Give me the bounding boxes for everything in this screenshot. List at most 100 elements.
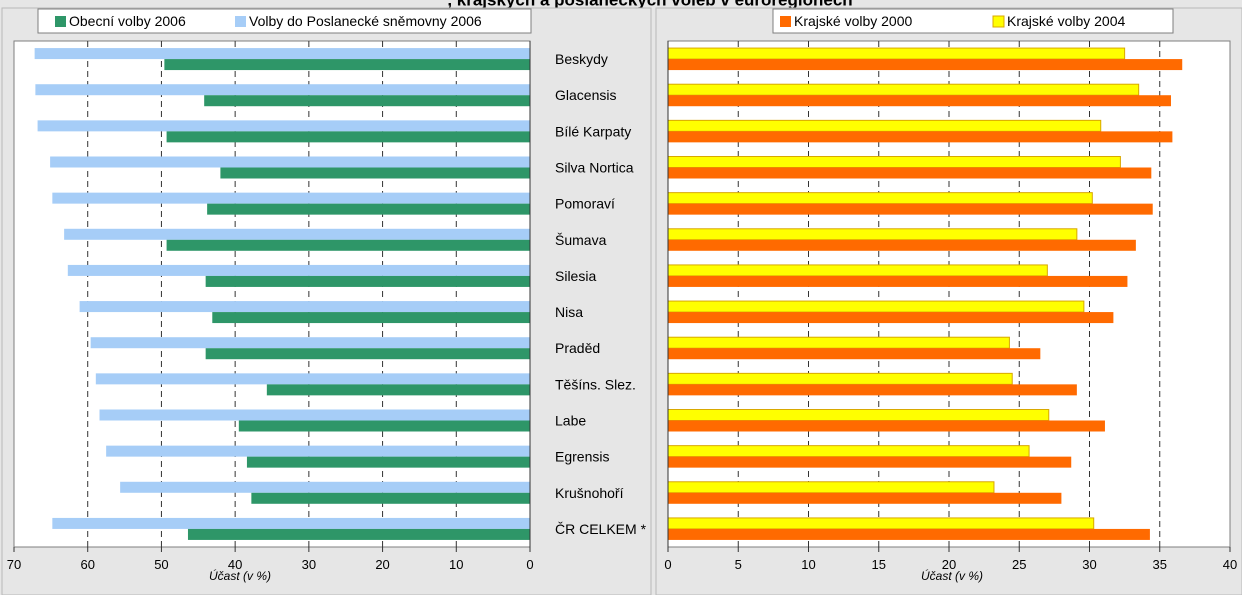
bar-krajske-2000	[668, 239, 1136, 251]
bar-obecni-2006	[266, 384, 530, 396]
bar-obecni-2006	[220, 167, 530, 179]
bar-obecni-2006	[205, 275, 530, 287]
left-tick-label: 30	[302, 557, 316, 572]
left-plot-area	[13, 40, 531, 548]
right-x-axis-label: Účast (v %)	[921, 568, 983, 583]
bar-krajske-2000	[668, 131, 1173, 143]
bar-krajske-2004	[667, 264, 1048, 277]
chart-title: , krajských a poslaneckých voleb v euror…	[447, 0, 852, 9]
bar-krajske-2004	[667, 409, 1050, 421]
right-legend-box	[772, 8, 1174, 34]
bar-krajske-2004	[667, 517, 1095, 530]
bar-poslanecke-2006	[34, 48, 530, 60]
right-tick-label: 10	[801, 557, 815, 572]
right-tick-label: 0	[664, 557, 671, 572]
bar-obecni-2006	[251, 492, 531, 504]
category-label: ČR CELKEM *	[555, 521, 647, 537]
legend-label-krajske-2004: Krajské volby 2004	[1007, 13, 1126, 29]
bar-krajske-2004	[667, 83, 1140, 96]
left-chart-panel: 70 60 50 40 30 20 10 0 Účast (v %) Obecní volby 2…	[1, 7, 652, 595]
bar-krajske-2000	[668, 348, 1041, 360]
legend-label-krajske-2000: Krajské volby 2000	[794, 13, 913, 29]
legend-label-obecni-2006: Obecní volby 2006	[69, 13, 186, 29]
bar-krajske-2004	[667, 192, 1093, 205]
bar-krajske-2000	[668, 203, 1153, 215]
bar-obecni-2006	[187, 528, 531, 540]
bar-krajske-2000	[668, 167, 1152, 179]
category-labels: Beskydy Glacensis Bílé Karpaty Silva Nortic…	[555, 51, 647, 537]
bar-krajske-2000	[668, 420, 1105, 432]
left-tick-label: 40	[228, 557, 242, 572]
category-label: Glacensis	[555, 87, 616, 103]
right-tick-label: 25	[1012, 557, 1026, 572]
right-tick-label: 30	[1082, 557, 1096, 572]
category-label: Labe	[555, 413, 586, 429]
bar-krajske-2004	[667, 228, 1078, 241]
bar-obecni-2006	[164, 59, 530, 71]
bar-poslanecke-2006	[90, 337, 531, 349]
left-tick-label: 50	[154, 557, 168, 572]
category-label: Silva Nortica	[555, 160, 634, 176]
bar-obecni-2006	[166, 239, 531, 251]
bar-obecni-2006	[238, 420, 531, 432]
right-tick-label: 35	[1153, 557, 1167, 572]
category-label: Pomoraví	[555, 196, 615, 212]
bar-poslanecke-2006	[67, 264, 530, 276]
bar-krajske-2004	[667, 156, 1121, 168]
category-label: Těšíns. Slez.	[555, 376, 636, 392]
category-label: Egrensis	[555, 449, 609, 465]
bar-poslanecke-2006	[120, 481, 531, 493]
bar-krajske-2000	[668, 456, 1072, 468]
bar-krajske-2004	[667, 372, 1013, 385]
bar-poslanecke-2006	[79, 301, 530, 313]
bar-krajske-2004	[667, 300, 1085, 313]
bar-obecni-2006	[212, 312, 530, 324]
legend-swatch-krajske-2000	[780, 16, 791, 27]
bar-poslanecke-2006	[95, 373, 530, 385]
bar-krajske-2000	[668, 492, 1062, 504]
bar-krajske-2000	[668, 528, 1150, 540]
bar-obecni-2006	[204, 95, 530, 107]
right-tick-label: 15	[872, 557, 886, 572]
legend-label-poslanecke-2006: Volby do Poslanecké sněmovny 2006	[249, 13, 482, 29]
bar-krajske-2004	[667, 47, 1126, 60]
bar-poslanecke-2006	[37, 120, 531, 132]
right-tick-label: 5	[735, 557, 742, 572]
bar-poslanecke-2006	[106, 445, 531, 457]
left-tick-label: 10	[449, 557, 463, 572]
right-tick-label: 20	[942, 557, 956, 572]
bar-obecni-2006	[205, 348, 530, 360]
bar-obecni-2006	[246, 456, 531, 468]
category-label: Bílé Karpaty	[555, 123, 631, 139]
bar-krajske-2004	[667, 336, 1010, 349]
category-label: Nisa	[555, 304, 583, 320]
left-tick-label: 70	[7, 557, 21, 572]
bar-poslanecke-2006	[35, 84, 531, 96]
bar-krajske-2004	[667, 481, 995, 494]
bar-poslanecke-2006	[52, 192, 531, 204]
bar-krajske-2004	[667, 119, 1102, 132]
legend-swatch-krajske-2004	[992, 15, 1005, 28]
bar-krajske-2000	[668, 275, 1128, 287]
bar-poslanecke-2006	[52, 517, 531, 529]
category-label: Silesia	[555, 268, 596, 284]
category-label: Krušnohoří	[555, 485, 624, 501]
bar-krajske-2000	[668, 384, 1077, 396]
bar-krajske-2000	[668, 59, 1183, 71]
left-tick-label: 0	[526, 557, 533, 572]
bar-poslanecke-2006	[99, 409, 530, 421]
bar-obecni-2006	[207, 203, 531, 215]
left-legend-box	[37, 8, 532, 34]
legend-swatch-obecni-2006	[55, 16, 66, 27]
left-tick-label: 20	[375, 557, 389, 572]
legend-swatch-poslanecke-2006	[235, 16, 246, 27]
bar-obecni-2006	[166, 131, 531, 143]
left-tick-label: 60	[80, 557, 94, 572]
bar-poslanecke-2006	[64, 228, 530, 240]
category-label: Beskydy	[555, 51, 608, 67]
left-x-axis-label: Účast (v %)	[209, 568, 271, 583]
bar-krajske-2000	[668, 312, 1114, 324]
bar-krajske-2004	[667, 445, 1030, 458]
right-chart-panel: 0 5 10 15 20 25 30 35 40 Účast (v %) Krajské volby…	[655, 7, 1242, 595]
